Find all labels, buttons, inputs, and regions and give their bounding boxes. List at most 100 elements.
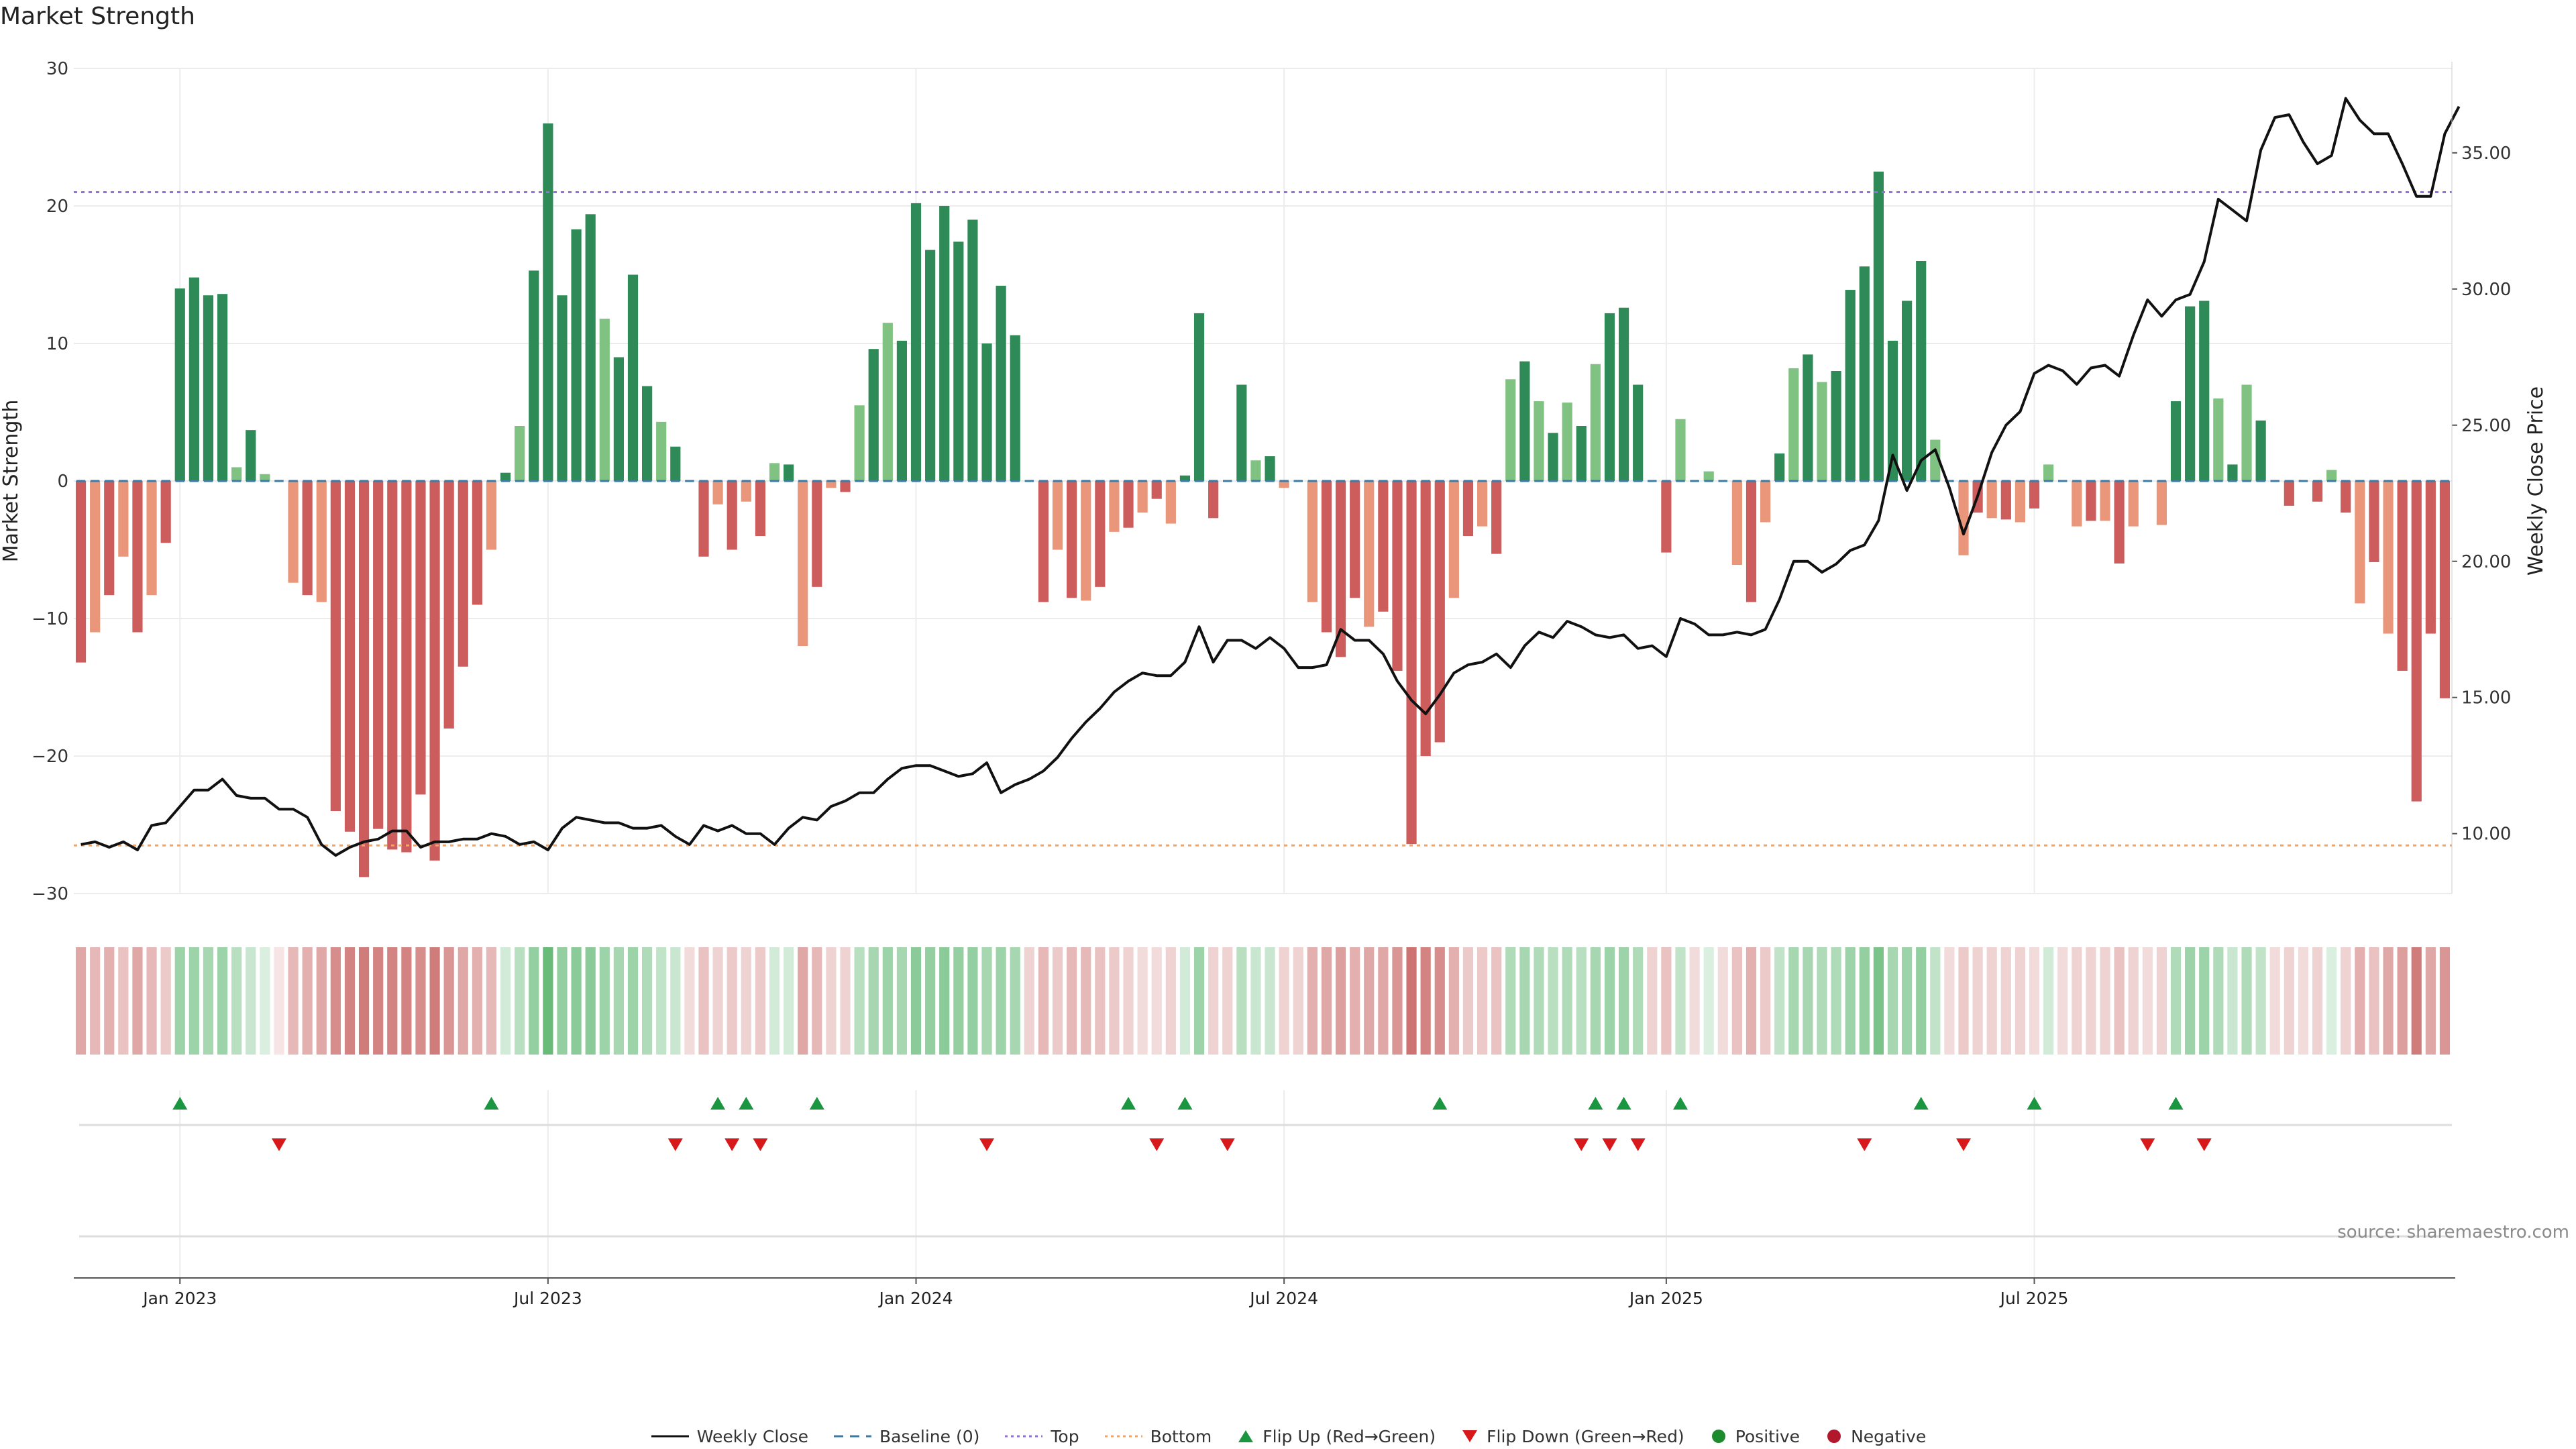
heat-cell — [1279, 947, 1289, 1055]
heat-cell — [1095, 947, 1106, 1055]
heat-cell — [1265, 947, 1275, 1055]
strength-bar — [1661, 481, 1672, 553]
strength-bar — [1081, 481, 1091, 601]
strength-bar — [189, 277, 199, 481]
strength-bar — [1633, 384, 1644, 481]
strength-bar — [2341, 481, 2351, 513]
strength-bar — [1548, 433, 1558, 481]
strength-bar — [2241, 384, 2252, 481]
flip-down-marker — [1220, 1138, 1235, 1151]
heat-cell — [1576, 947, 1587, 1055]
strength-bar — [1420, 481, 1431, 756]
left-tick-label: −10 — [32, 609, 68, 629]
strength-bar — [104, 481, 115, 596]
heat-cell — [953, 947, 964, 1055]
heat-cell — [2015, 947, 2026, 1055]
heat-cell — [529, 947, 539, 1055]
flip-down-marker — [271, 1138, 286, 1151]
heat-cell — [231, 947, 242, 1055]
legend-label: Top — [1051, 1426, 1079, 1446]
heat-cell — [302, 947, 313, 1055]
flip-up-marker — [1616, 1097, 1631, 1110]
x-tick-label: Jul 2025 — [1999, 1289, 2069, 1308]
heat-cell — [132, 947, 143, 1055]
strength-bar — [1095, 481, 1106, 587]
heat-cell — [1406, 947, 1417, 1055]
strength-bar — [302, 481, 313, 596]
legend-swatch — [1711, 1430, 1725, 1443]
strength-bar — [910, 203, 922, 481]
heat-cell — [1448, 947, 1459, 1055]
strength-bar — [373, 481, 384, 829]
legend-swatch — [651, 1435, 689, 1438]
strength-bar — [1321, 481, 1332, 633]
flip-up-marker — [484, 1097, 499, 1110]
heat-cell — [896, 947, 908, 1055]
heat-cell — [741, 947, 751, 1055]
flip-down-marker — [1630, 1138, 1646, 1151]
strength-bar — [1760, 481, 1771, 523]
left-tick-label: −30 — [32, 884, 68, 904]
heat-cell — [288, 947, 299, 1055]
chart-title: Market Strength — [0, 3, 195, 30]
heat-cell — [2128, 947, 2139, 1055]
strength-bar — [925, 250, 936, 481]
heat-cell — [2241, 947, 2252, 1055]
strength-bar — [2312, 481, 2323, 502]
legend-swatch — [1462, 1430, 1478, 1442]
strength-bar — [1307, 481, 1318, 602]
strength-bar — [203, 295, 214, 481]
heat-cell — [2156, 947, 2167, 1055]
heat-cell — [557, 947, 568, 1055]
heat-cell — [2199, 947, 2210, 1055]
strength-bar — [1534, 401, 1544, 481]
heat-cell — [1350, 947, 1360, 1055]
strength-bar — [1731, 481, 1742, 566]
heat-cell — [1321, 947, 1332, 1055]
legend-label: Positive — [1735, 1426, 1801, 1446]
strength-bar — [1179, 475, 1191, 481]
heat-cell — [2269, 947, 2280, 1055]
heat-cell — [1548, 947, 1558, 1055]
heat-cell — [401, 947, 412, 1055]
strength-bar — [1746, 481, 1757, 602]
legend-swatch — [1005, 1435, 1043, 1438]
legend-label: Baseline (0) — [879, 1426, 980, 1446]
legend-swatch — [1104, 1435, 1142, 1438]
heat-cell — [1505, 947, 1516, 1055]
strength-bar — [840, 481, 851, 492]
legend-item: Flip Up (Red→Green) — [1236, 1426, 1436, 1446]
heat-cell — [1986, 947, 1997, 1055]
strength-bar — [1378, 481, 1389, 612]
right-tick-label: 35.00 — [2461, 144, 2511, 164]
heat-cell — [798, 947, 808, 1055]
heat-cell — [246, 947, 256, 1055]
strength-bar — [1265, 456, 1275, 481]
strength-bar — [231, 467, 242, 481]
right-tick-label: 20.00 — [2461, 552, 2511, 572]
heat-cell — [1944, 947, 1955, 1055]
strength-bar — [1590, 364, 1601, 481]
heat-cell — [1179, 947, 1191, 1055]
strength-bar — [358, 481, 370, 877]
strength-bar — [2100, 481, 2110, 521]
strength-bar — [1562, 402, 1572, 481]
strength-bar — [344, 481, 356, 832]
strength-bar — [401, 481, 412, 853]
heat-cell — [1392, 947, 1403, 1055]
heat-cell — [1038, 947, 1049, 1055]
heat-cell — [996, 947, 1006, 1055]
heat-cell — [1916, 947, 1927, 1055]
strength-bar — [2227, 464, 2238, 481]
legend-label: Flip Down (Green→Red) — [1487, 1426, 1684, 1446]
legend-item: Top — [1004, 1426, 1079, 1446]
strength-bar — [698, 481, 709, 557]
heat-cell — [1803, 947, 1813, 1055]
strength-bar — [246, 430, 256, 481]
chart-legend: Weekly Close Baseline (0) Top Bottom Flip Up… — [0, 1426, 2576, 1446]
strength-bar — [2156, 481, 2167, 525]
flip-down-marker — [1857, 1138, 1872, 1151]
legend-item: Baseline (0) — [833, 1426, 979, 1446]
flip-down-marker — [1956, 1138, 1972, 1151]
strength-bar — [642, 386, 653, 481]
